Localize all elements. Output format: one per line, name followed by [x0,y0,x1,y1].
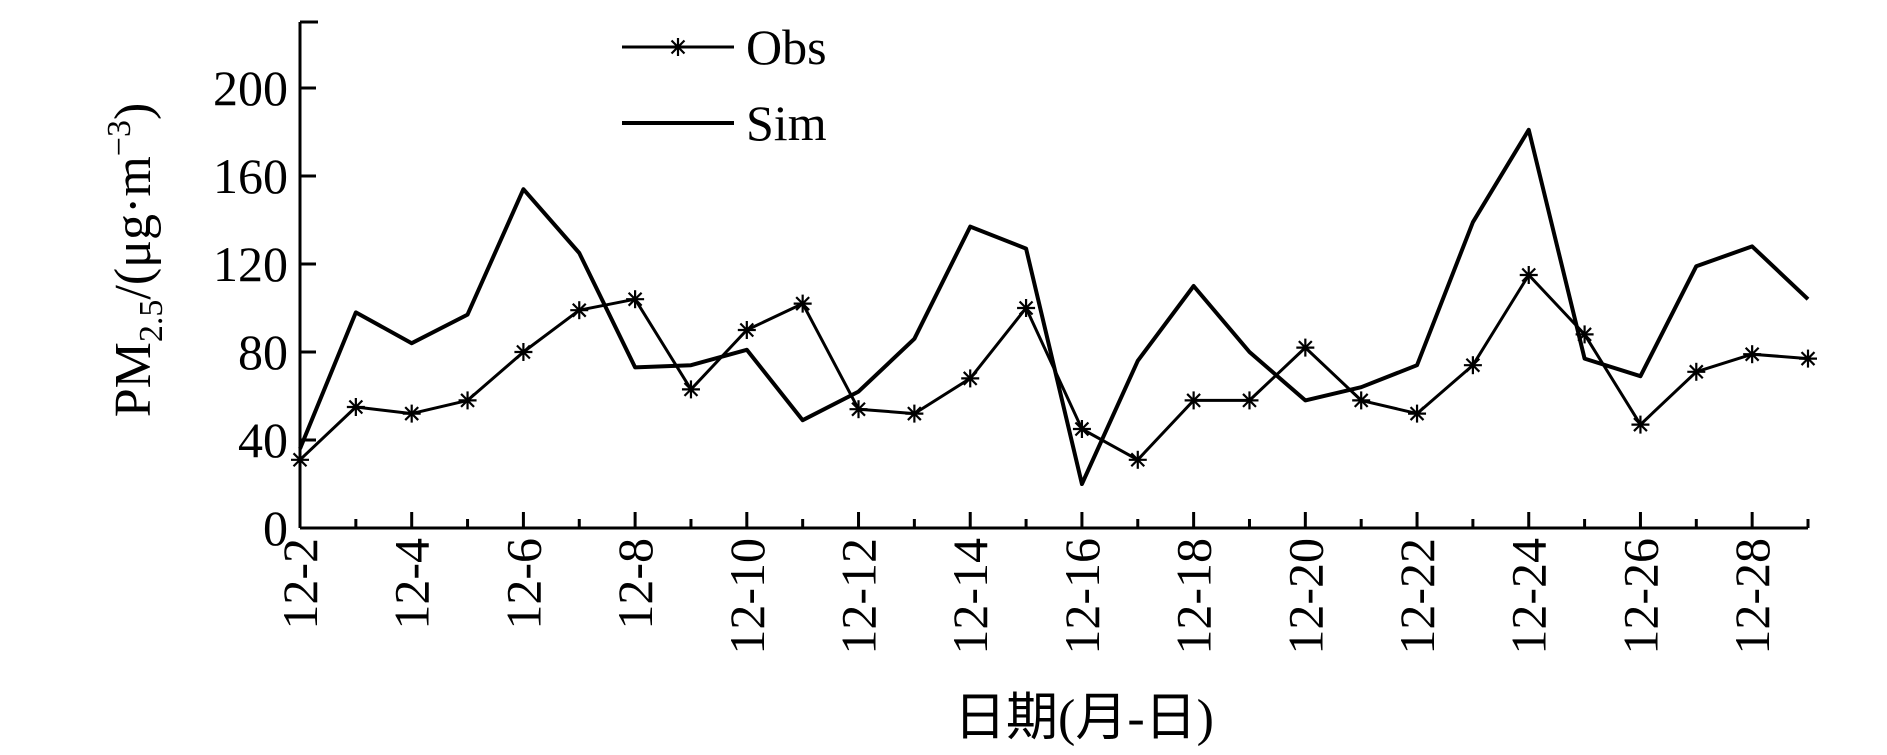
x-axis-title: 日期(月-日) [954,690,1214,747]
y-title-unit: /(μg·m [105,156,162,299]
data-point-obs [1743,345,1762,364]
data-point-obs [1408,404,1427,423]
y-tick-label: 0 [263,500,288,556]
x-tick-label: 12-16 [1054,538,1110,655]
data-point-obs [1128,450,1147,469]
data-point-obs [1687,362,1706,381]
y-tick-label: 80 [238,324,288,380]
axis-titles: 日期(月-日) PM2.5/(μg·m−3) [101,103,1214,747]
data-point-obs [1296,338,1315,357]
data-point-obs [402,404,421,423]
y-tick-label: 120 [213,236,288,292]
data-point-obs [961,369,980,388]
y-title-unit-close: ) [105,103,162,120]
data-point-obs [458,391,477,410]
y-axis-title: PM2.5/(μg·m−3) [101,103,170,418]
y-axis-ticks: 0 40 80 120 160 200 [213,60,316,556]
y-tick-label: 40 [238,412,288,468]
y-tick-label: 160 [213,148,288,204]
data-point-obs [626,290,645,309]
axes [298,20,1808,530]
data-point-obs [849,400,868,419]
x-tick-label: 12-8 [607,538,663,630]
series-line-sim [298,127,1810,486]
y-title-superscript: −3 [101,120,138,156]
data-point-obs [681,380,700,399]
x-tick-label: 12-18 [1166,538,1222,655]
legend-marker-obs [669,38,687,56]
data-point-obs [1017,299,1036,317]
x-tick-label: 12-6 [495,538,551,630]
data-point-obs [1352,391,1371,410]
x-axis-ticks: 12-2 12-4 12-6 12-8 12-10 12-12 12-14 12-16 12-1… [272,512,1810,655]
data-point-obs [1240,391,1259,410]
y-title-subscript: 2.5 [133,300,170,343]
x-tick-label: 12-20 [1277,538,1333,655]
x-tick-label: 12-2 [272,538,328,630]
data-point-obs [570,301,589,320]
data-point-obs [793,294,812,313]
x-tick-label: 12-14 [942,538,998,655]
series-layer [291,127,1817,486]
data-point-obs [1631,415,1650,434]
data-point-obs [737,321,756,339]
y-title-main: PM [105,342,162,417]
x-tick-label: 12-24 [1501,538,1557,655]
data-point-obs [1463,356,1482,375]
legend-label-sim: Sim [746,95,827,151]
data-point-obs [1184,391,1203,410]
x-tick-label: 12-12 [831,538,887,655]
data-point-obs [905,404,924,423]
data-point-obs [291,450,309,469]
x-tick-label: 12-4 [384,538,440,630]
y-tick-label: 200 [213,60,288,116]
data-point-obs [514,343,533,361]
data-point-obs [1072,420,1091,438]
x-tick-label: 12-22 [1389,538,1445,655]
data-point-obs [1519,266,1538,284]
data-point-obs [346,398,365,416]
x-tick-label: 12-10 [719,538,775,655]
legend: Obs Sim [622,19,827,151]
x-tick-label: 12-26 [1612,538,1668,655]
x-tick-label: 12-28 [1724,538,1780,655]
legend-label-obs: Obs [746,19,827,75]
data-point-obs [1799,349,1817,368]
